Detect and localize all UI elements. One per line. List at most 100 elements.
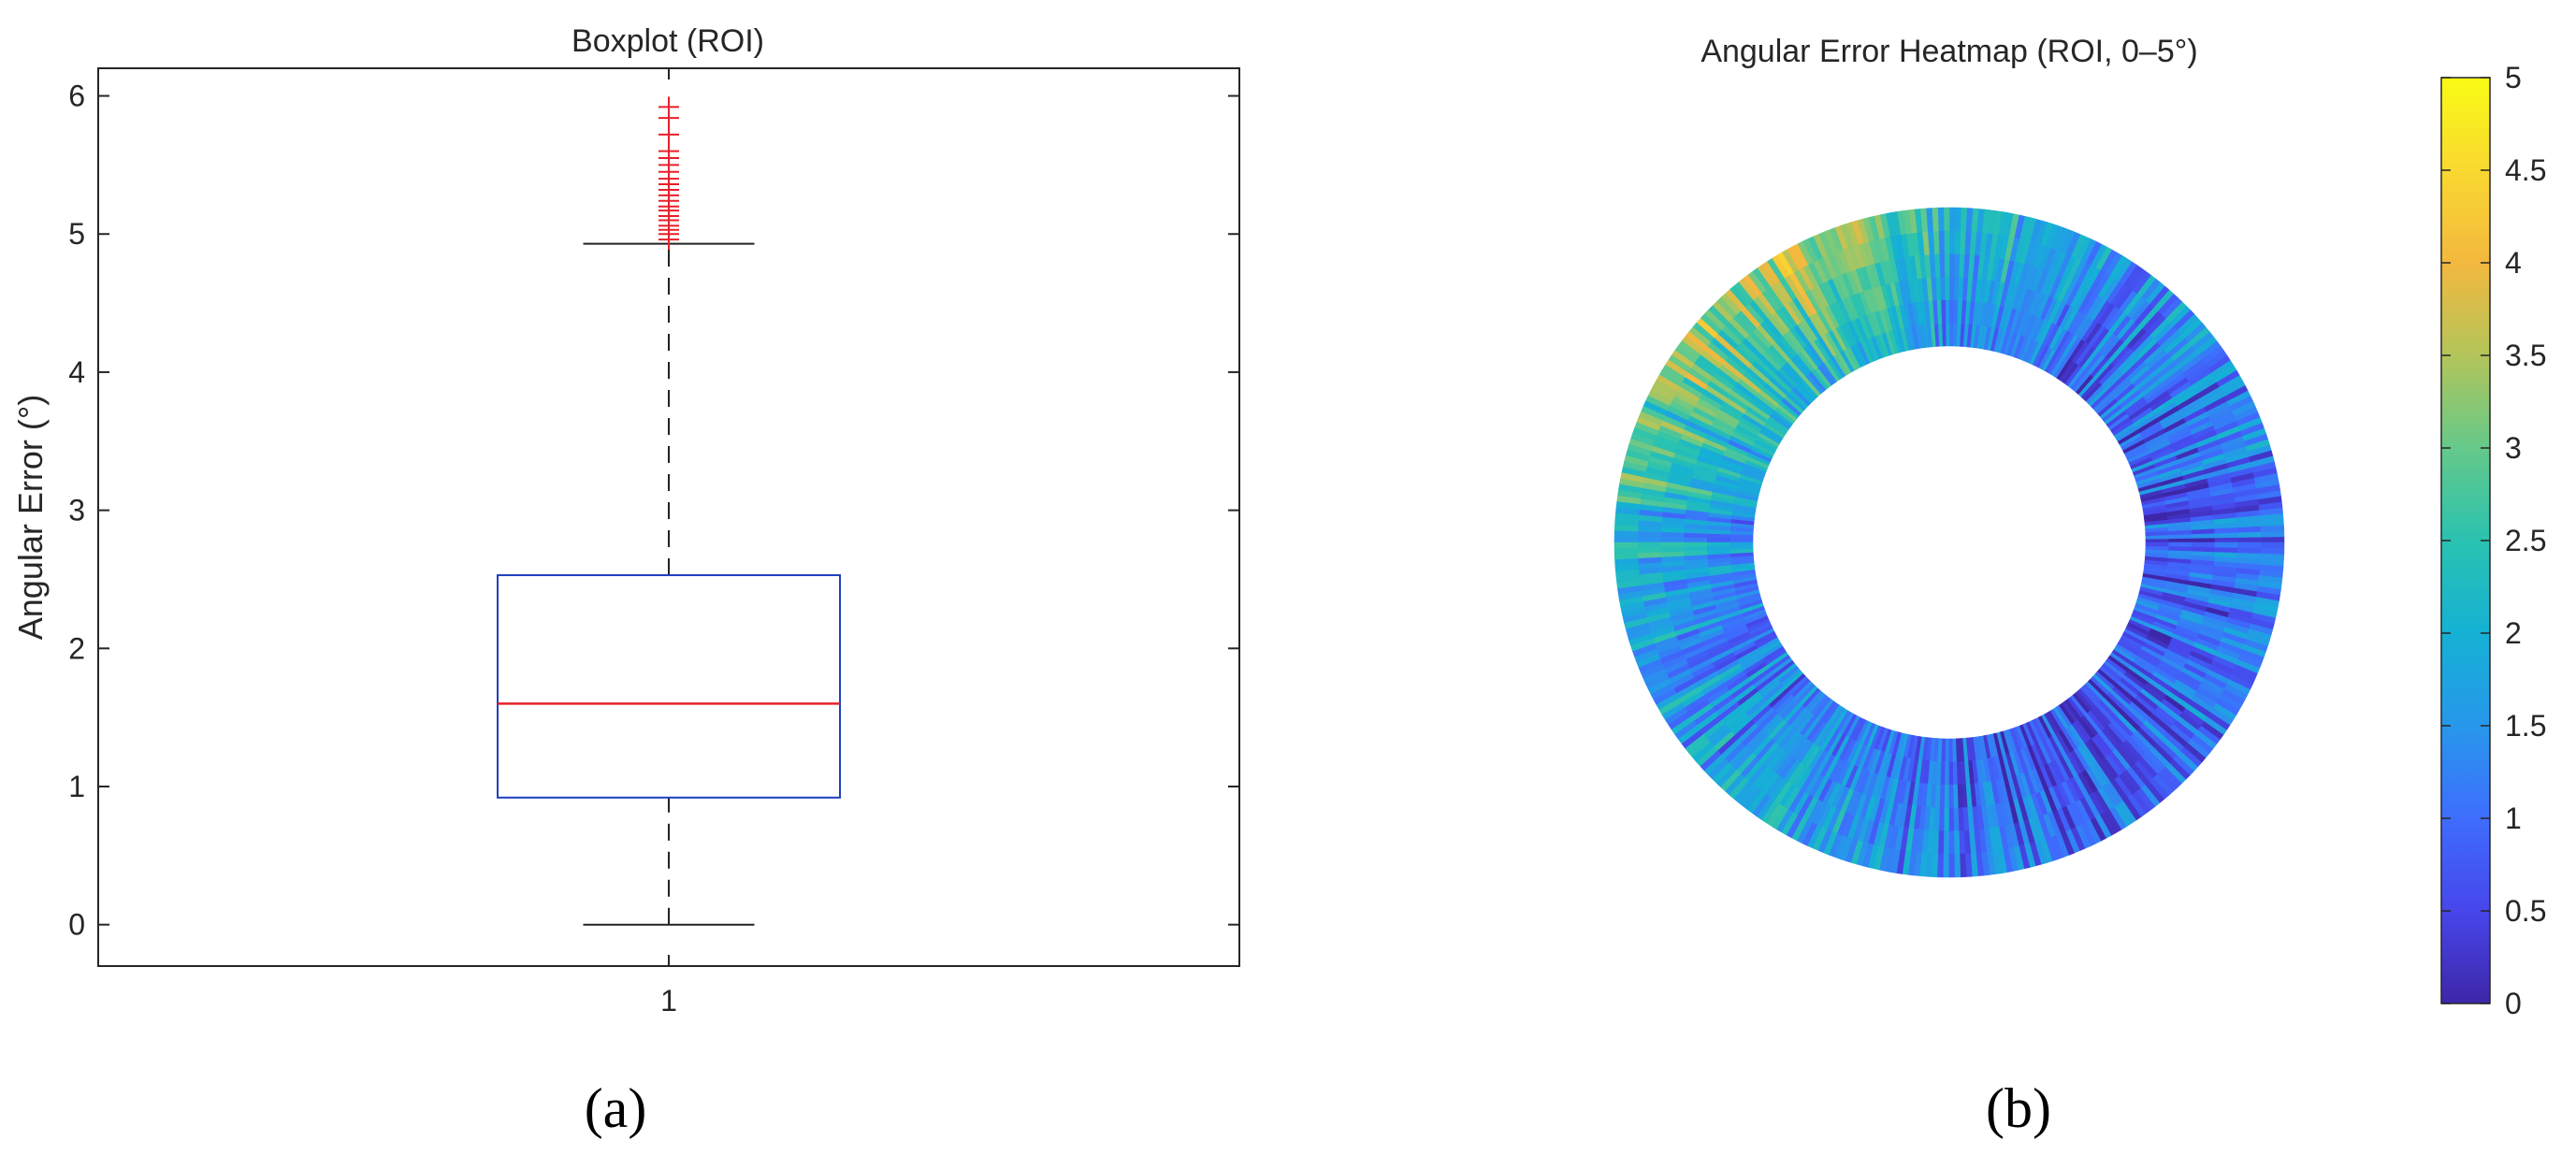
heatmap-cell (1937, 853, 1945, 878)
caption-a: (a) (585, 1077, 647, 1139)
heatmap-cell (2260, 547, 2285, 555)
box-iqr (497, 574, 841, 799)
y-tick-label: 0 (68, 908, 85, 942)
heatmap-cell (2168, 541, 2192, 547)
heatmap-cell (1938, 807, 1946, 831)
heatmap-cell (1948, 230, 1956, 254)
heatmap-cell (1943, 854, 1950, 878)
heatmap-cell (1683, 532, 1708, 539)
y-tick-label: 2 (68, 631, 85, 665)
x-tick-label: 1 (660, 984, 677, 1018)
boxplot-y-axis-label: Angular Error (°) (11, 395, 50, 640)
heatmap-cell (1683, 541, 1707, 548)
heatmap-cell (1729, 534, 1754, 540)
heatmap-cell (1614, 536, 1638, 543)
heatmap-cell (1953, 253, 1961, 278)
annulus-heatmap (1614, 207, 2285, 878)
boxplot-title: Boxplot (ROI) (572, 23, 764, 59)
heatmap-cell (1706, 533, 1730, 540)
heatmap-cell (2237, 536, 2262, 543)
heatmap-cell (1948, 854, 1956, 878)
heatmap-cell (2261, 536, 2285, 543)
heatmap-cell (2168, 545, 2192, 552)
heatmap-cell (1960, 207, 1968, 232)
heatmap-cell (1659, 537, 1685, 543)
heatmap-cell (1948, 253, 1955, 278)
heatmap-cell (1614, 530, 1639, 538)
heatmap-cell (2214, 546, 2238, 554)
colorbar-tick-label: 3.5 (2505, 339, 2546, 372)
colorbar-tick-label: 1 (2505, 801, 2522, 835)
heatmap-cell (1948, 807, 1955, 832)
colorbar-tick-label: 2.5 (2505, 524, 2546, 557)
heatmap-cell (2145, 545, 2169, 551)
heatmap-cell (1729, 538, 1754, 543)
outlier-marker (658, 96, 679, 118)
y-tick-label: 3 (68, 494, 85, 527)
heatmap-cell (1659, 541, 1685, 548)
heatmap-cell (1948, 299, 1954, 324)
heatmap-cell (2192, 537, 2216, 543)
heatmap-cell (1943, 207, 1950, 231)
heatmap-cell (1945, 299, 1950, 324)
heatmap-cell (1944, 807, 1950, 832)
colorbar-tick-label: 4.5 (2505, 153, 2546, 187)
colorbar-tick-label: 0.5 (2505, 894, 2546, 928)
heatmap-cell (1943, 830, 1950, 855)
colorbar-tick-label: 5 (2505, 61, 2522, 94)
heatmap-cell (2237, 541, 2262, 549)
colorbar-tick-label: 3 (2505, 431, 2522, 465)
heatmap-cell (1944, 785, 1950, 809)
heatmap-cell (1943, 230, 1950, 254)
heatmap-cell (1945, 738, 1950, 763)
heatmap-cell (2168, 538, 2192, 543)
heatmap-cell (1683, 537, 1707, 543)
heatmap-cell (1931, 853, 1939, 878)
heatmap-cell (1637, 526, 1662, 533)
colorbar-tick-label: 0 (2505, 987, 2522, 1020)
heatmap-cell (2260, 553, 2285, 561)
heatmap-cell (1952, 299, 1959, 324)
heatmap-cell (1948, 785, 1955, 809)
heatmap-cell (2214, 537, 2239, 543)
heatmap-title: Angular Error Heatmap (ROI, 0–5°) (1700, 34, 2197, 69)
heatmap-cell (1948, 276, 1955, 300)
heatmap-cell (1614, 524, 1639, 532)
caption-b: (b) (1986, 1077, 2051, 1139)
heatmap-cell (1941, 738, 1946, 762)
heatmap-cell (1940, 761, 1946, 786)
heatmap-cell (2237, 547, 2262, 554)
y-tick-label: 6 (68, 79, 85, 113)
heatmap-panel: Angular Error Heatmap (ROI, 0–5°) 0 0.5 1 1… (1614, 34, 2546, 1020)
y-tick-label: 1 (68, 770, 85, 803)
y-tick-label: 4 (68, 355, 85, 389)
heatmap-cell (2191, 546, 2216, 553)
heatmap-cell (1948, 830, 1956, 855)
colorbar-tick-label: 1.5 (2505, 709, 2546, 743)
boxplot-x-ticks: 1 (660, 68, 677, 1018)
heatmap-cell (2236, 552, 2262, 559)
heatmap-cell (1932, 830, 1940, 855)
boxplot-panel: Boxplot (ROI) 0 1 2 3 4 5 6 1 Angular Error (°… (11, 23, 1240, 1018)
heatmap-cell (1954, 230, 1961, 254)
heatmap-cell (1944, 276, 1950, 300)
heatmap-cell (1948, 761, 1954, 786)
boxplot-y-ticks: 0 1 2 3 4 5 6 (68, 79, 1239, 942)
heatmap-cell (2261, 541, 2285, 549)
heatmap-cell (1706, 541, 1730, 547)
heatmap-cell (2145, 541, 2170, 547)
heatmap-cell (1953, 276, 1960, 301)
heatmap-cell (1637, 541, 1661, 549)
y-tick-label: 5 (68, 217, 85, 251)
heatmap-cell (2214, 541, 2239, 548)
heatmap-cell (1954, 207, 1961, 232)
heatmap-cell (1660, 531, 1685, 539)
heatmap-cell (1948, 322, 1954, 347)
heatmap-cell (1959, 230, 1966, 255)
heatmap-cell (1939, 784, 1946, 809)
heatmap-cell (1614, 541, 1638, 549)
heatmap-cell (1944, 253, 1950, 278)
heatmap-cell (1637, 536, 1661, 543)
colorbar-tick-label: 2 (2505, 616, 2522, 650)
